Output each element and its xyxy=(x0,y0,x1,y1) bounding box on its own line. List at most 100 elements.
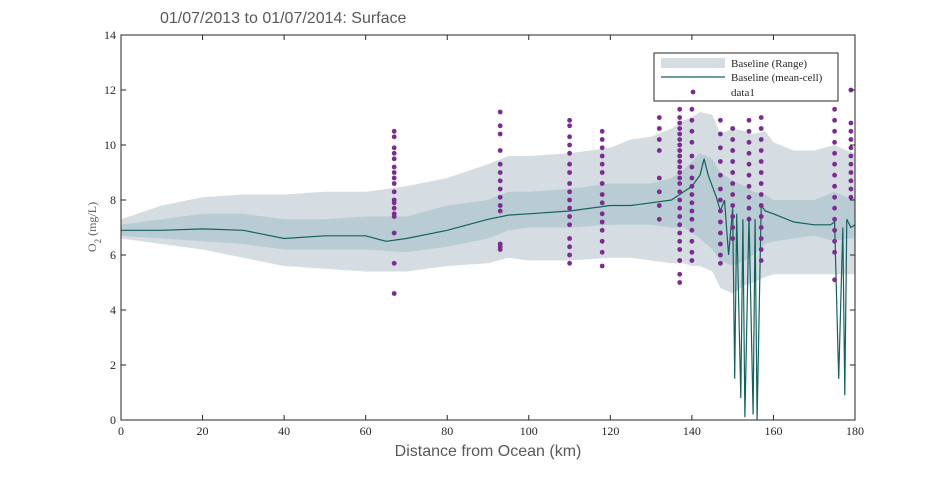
x-tick-label: 80 xyxy=(441,424,453,438)
data-point xyxy=(599,238,605,244)
data-point xyxy=(567,170,572,175)
data-point xyxy=(848,161,854,167)
y-tick-label: 10 xyxy=(104,138,116,152)
data-point xyxy=(730,192,736,197)
data-point xyxy=(718,219,723,225)
x-tick-label: 180 xyxy=(846,424,864,438)
data-point xyxy=(758,214,764,219)
data-point xyxy=(567,150,572,156)
data-point xyxy=(758,225,764,230)
data-point xyxy=(689,216,695,222)
data-point xyxy=(391,205,397,211)
data-point xyxy=(730,225,736,230)
data-point xyxy=(599,263,605,269)
legend-label-data1: data1 xyxy=(731,87,755,99)
data-point xyxy=(718,197,723,203)
data-point xyxy=(718,186,723,192)
data-point xyxy=(689,175,695,181)
data-point xyxy=(567,161,572,167)
range-band-inner xyxy=(121,153,855,266)
data-point xyxy=(758,159,764,164)
data-point xyxy=(848,120,854,126)
data-point xyxy=(677,153,683,159)
data-point xyxy=(689,238,695,244)
data-point xyxy=(567,244,572,250)
data-point xyxy=(848,170,854,175)
data-point xyxy=(677,106,683,112)
data-point xyxy=(391,145,397,151)
data-point xyxy=(718,208,723,214)
x-tick-label: 140 xyxy=(683,424,701,438)
data-point xyxy=(832,161,837,167)
data-point xyxy=(567,189,572,195)
y-axis-label-subscript: 2 xyxy=(93,239,103,244)
data-point xyxy=(848,145,854,151)
data-point xyxy=(758,170,764,175)
data-point xyxy=(718,117,723,123)
data-point xyxy=(677,142,683,148)
data-point xyxy=(730,181,736,186)
data-point xyxy=(497,178,503,184)
data-point xyxy=(497,123,503,129)
data-point xyxy=(848,194,854,200)
data-point xyxy=(832,205,837,211)
data-point xyxy=(718,260,723,266)
data-point xyxy=(391,181,397,186)
data-point xyxy=(497,161,503,167)
y-tick-label: 0 xyxy=(110,413,116,427)
data-point xyxy=(656,137,662,142)
data-point xyxy=(758,247,764,252)
data-point xyxy=(718,252,723,258)
data-point xyxy=(848,153,854,159)
data-point xyxy=(689,139,695,145)
data-point xyxy=(497,131,503,137)
data-point xyxy=(656,203,662,208)
data-point xyxy=(656,126,662,131)
legend: Baseline (Range) Baseline (mean-cell) da… xyxy=(653,52,839,102)
data-point xyxy=(689,192,695,197)
data-point xyxy=(689,200,695,206)
data-point xyxy=(599,170,605,175)
data-point xyxy=(730,148,736,153)
y-tick-label: 6 xyxy=(110,248,116,262)
legend-label-mean: Baseline (mean-cell) xyxy=(731,72,823,84)
data-point xyxy=(848,128,854,134)
y-tick-label: 14 xyxy=(104,28,116,42)
x-tick-label: 100 xyxy=(520,424,538,438)
data-point xyxy=(677,197,683,203)
data-point xyxy=(758,126,764,131)
x-tick-label: 40 xyxy=(278,424,290,438)
data-point xyxy=(677,170,683,175)
x-tick-label: 20 xyxy=(197,424,209,438)
axes-box xyxy=(120,34,856,421)
data-point xyxy=(746,183,752,189)
y-tick-label: 8 xyxy=(110,193,116,207)
data-point xyxy=(677,115,683,120)
data-point xyxy=(832,128,837,134)
data-point xyxy=(391,150,397,156)
data-point xyxy=(730,126,736,131)
data-point xyxy=(567,260,572,266)
data-point xyxy=(391,156,397,162)
x-axis-label: Distance from Ocean (km) xyxy=(395,443,582,460)
data-point xyxy=(599,211,605,217)
data-point xyxy=(746,161,752,167)
data-point xyxy=(677,131,683,137)
data-point xyxy=(677,238,683,244)
y-axis-label-main: O xyxy=(85,243,99,252)
data-point xyxy=(567,197,572,203)
data-point xyxy=(758,203,764,208)
data-point xyxy=(656,115,662,120)
data-point xyxy=(832,172,837,178)
data-point xyxy=(497,148,503,153)
data-point xyxy=(758,236,764,241)
data-point xyxy=(677,126,683,131)
data-point xyxy=(730,203,736,208)
data-point xyxy=(730,159,736,164)
y-tick-label: 12 xyxy=(104,83,116,97)
data-point xyxy=(656,189,662,195)
x-tick-label: 160 xyxy=(764,424,782,438)
data-point xyxy=(689,227,695,233)
data-point xyxy=(746,128,752,134)
